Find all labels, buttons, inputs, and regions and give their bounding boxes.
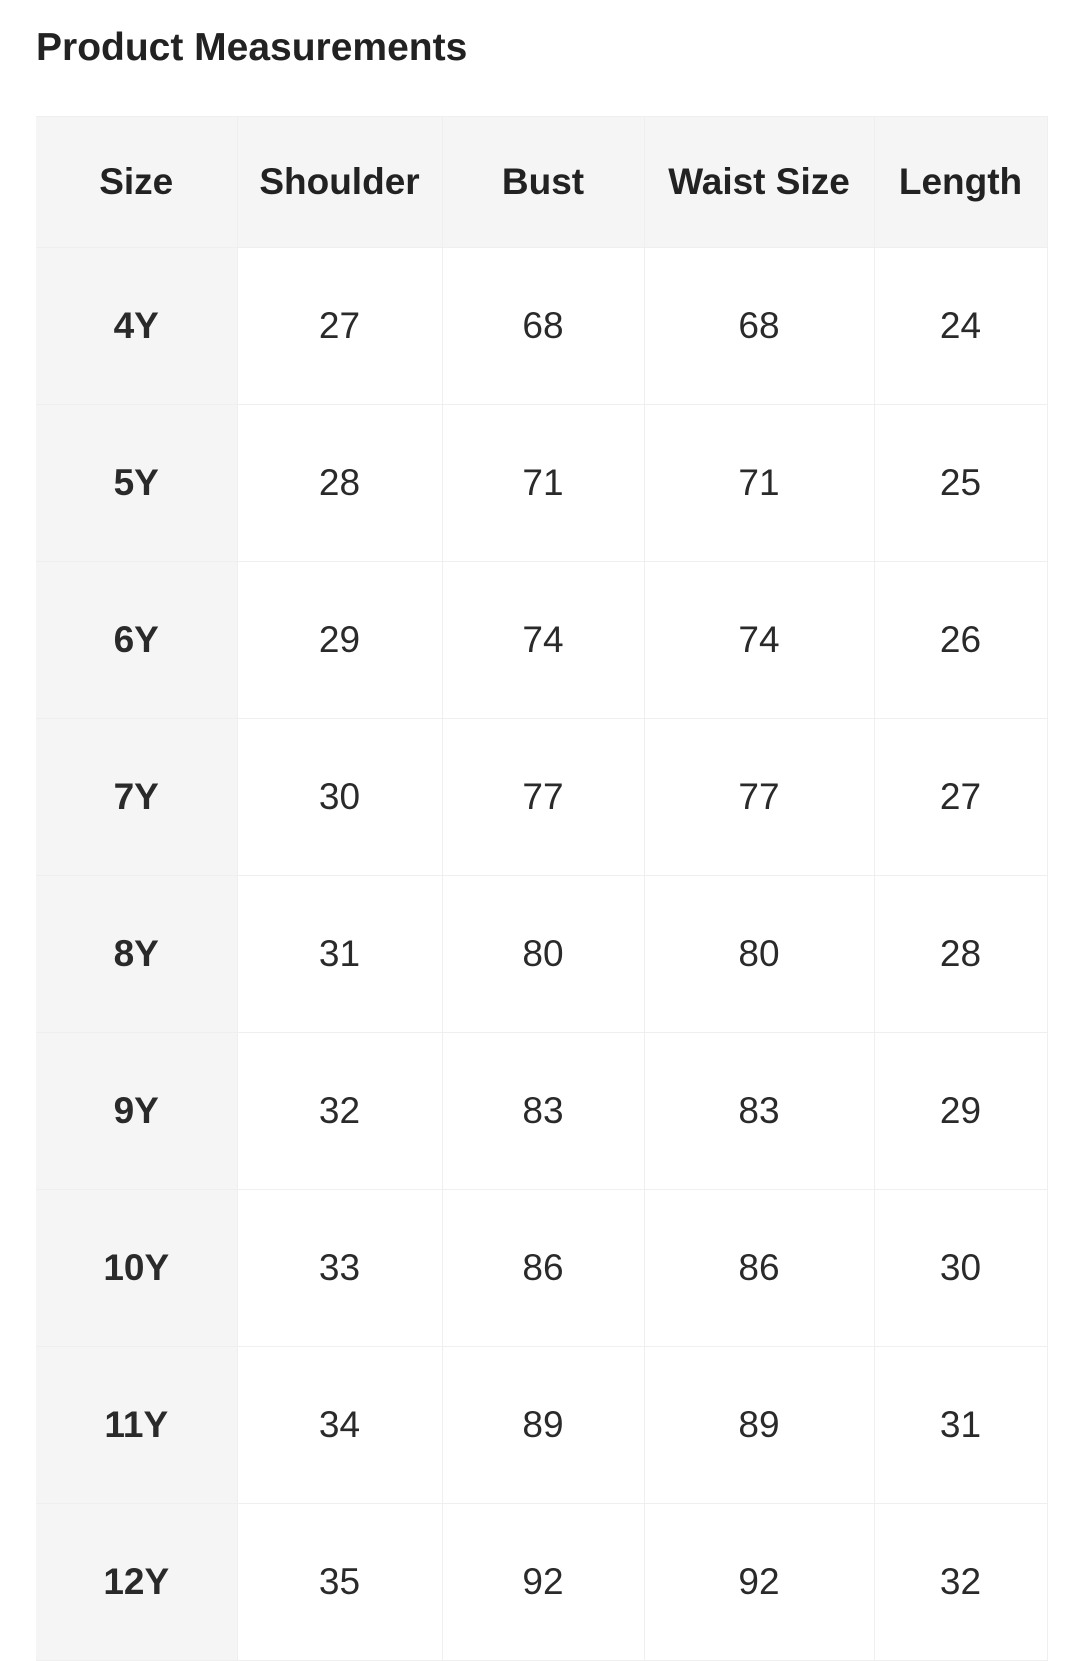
value-cell: 74 [441,561,645,719]
value-cell: 77 [643,718,875,876]
value-cell: 80 [643,875,875,1033]
value-cell: 28 [873,875,1048,1033]
table-row: 4Y 27 68 68 24 [36,247,1048,405]
column-header: Size [36,116,238,248]
value-cell: 30 [236,718,443,876]
value-cell: 27 [873,718,1048,876]
value-cell: 28 [236,404,443,562]
value-cell: 35 [236,1503,443,1661]
value-cell: 92 [643,1503,875,1661]
table-row: 12Y 35 92 92 32 [36,1503,1048,1661]
table-row: 5Y 28 71 71 25 [36,404,1048,562]
value-cell: 71 [643,404,875,562]
value-cell: 25 [873,404,1048,562]
table-row: 11Y 34 89 89 31 [36,1346,1048,1504]
table-row: 9Y 32 83 83 29 [36,1032,1048,1190]
size-cell: 9Y [36,1032,238,1190]
table-row: 7Y 30 77 77 27 [36,718,1048,876]
value-cell: 74 [643,561,875,719]
value-cell: 77 [441,718,645,876]
value-cell: 32 [873,1503,1048,1661]
value-cell: 83 [441,1032,645,1190]
value-cell: 27 [236,247,443,405]
value-cell: 71 [441,404,645,562]
value-cell: 89 [643,1346,875,1504]
column-header: Shoulder [236,116,443,248]
measurements-table: Size Shoulder Bust Waist Size Length 4Y 27 68 6… [36,116,1048,1661]
size-cell: 4Y [36,247,238,405]
column-header: Length [873,116,1048,248]
value-cell: 83 [643,1032,875,1190]
value-cell: 31 [236,875,443,1033]
table-row: 8Y 31 80 80 28 [36,875,1048,1033]
value-cell: 32 [236,1032,443,1190]
value-cell: 33 [236,1189,443,1347]
size-cell: 11Y [36,1346,238,1504]
size-cell: 10Y [36,1189,238,1347]
value-cell: 68 [441,247,645,405]
size-cell: 5Y [36,404,238,562]
table-row: 10Y 33 86 86 30 [36,1189,1048,1347]
value-cell: 29 [873,1032,1048,1190]
size-cell: 12Y [36,1503,238,1661]
size-cell: 6Y [36,561,238,719]
value-cell: 31 [873,1346,1048,1504]
value-cell: 80 [441,875,645,1033]
header-row: Size Shoulder Bust Waist Size Length [36,116,1048,248]
value-cell: 29 [236,561,443,719]
value-cell: 86 [441,1189,645,1347]
value-cell: 30 [873,1189,1048,1347]
value-cell: 68 [643,247,875,405]
value-cell: 24 [873,247,1048,405]
value-cell: 34 [236,1346,443,1504]
column-header: Bust [441,116,645,248]
size-cell: 7Y [36,718,238,876]
value-cell: 26 [873,561,1048,719]
column-header: Waist Size [643,116,875,248]
size-cell: 8Y [36,875,238,1033]
value-cell: 89 [441,1346,645,1504]
value-cell: 86 [643,1189,875,1347]
value-cell: 92 [441,1503,645,1661]
table-row: 6Y 29 74 74 26 [36,561,1048,719]
page-title: Product Measurements [36,26,468,69]
